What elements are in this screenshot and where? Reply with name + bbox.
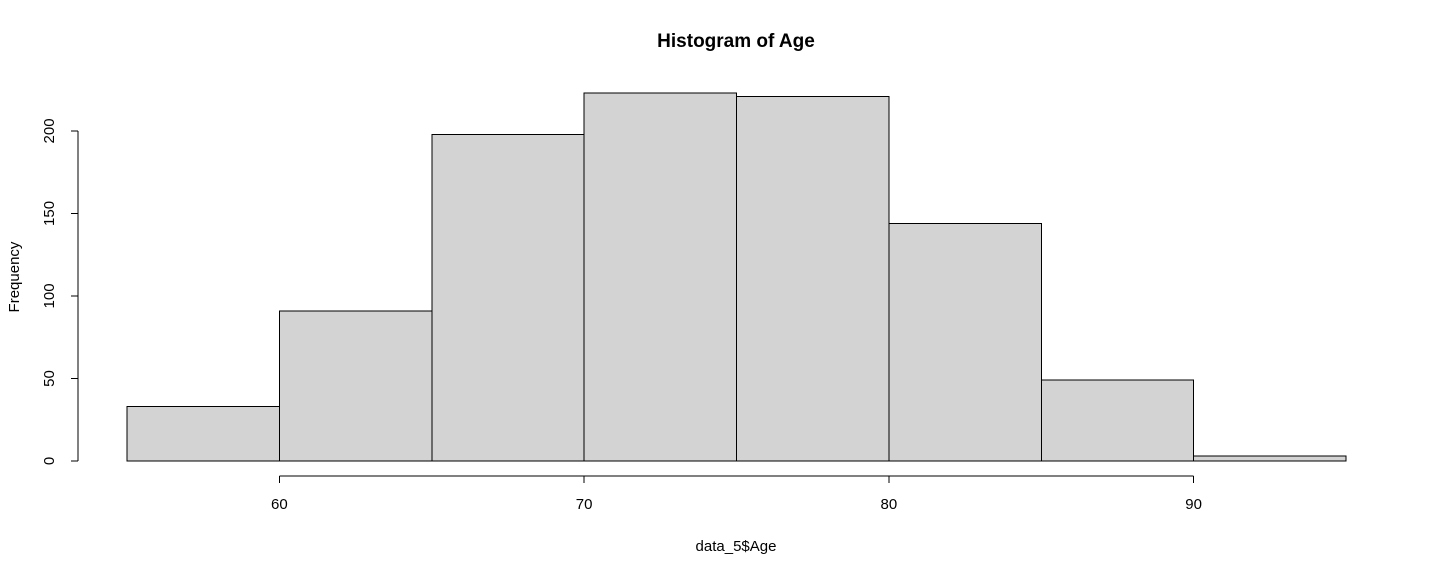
histogram-bar-3 [583, 92, 737, 462]
y-tick-label-4: 200 [41, 118, 58, 143]
histogram-bar-4 [736, 95, 890, 462]
y-axis: 0 50 100 150 200 [41, 118, 79, 465]
histogram-bar-1 [278, 310, 433, 462]
y-tick-label-0: 0 [41, 457, 58, 465]
histogram-bar-5 [888, 222, 1042, 462]
x-axis-label: data_5$Age [696, 538, 777, 555]
y-tick-label-2: 100 [41, 283, 58, 308]
y-tick-label-1: 50 [41, 370, 58, 387]
x-tick-label-0: 60 [271, 496, 288, 513]
bars-group [126, 92, 1347, 462]
x-tick-label-3: 90 [1185, 496, 1202, 513]
histogram-bar-6 [1040, 379, 1195, 462]
chart-title: Histogram of Age [657, 31, 815, 52]
y-tick-label-3: 150 [41, 201, 58, 226]
x-tick-label-2: 80 [881, 496, 898, 513]
histogram-bar-7 [1193, 455, 1347, 462]
histogram-bar-0 [126, 406, 280, 462]
histogram-bar-2 [431, 133, 585, 462]
x-tick-label-1: 70 [576, 496, 593, 513]
x-axis: 60 70 80 90 [271, 475, 1202, 513]
y-axis-label: Frequency [6, 241, 23, 312]
